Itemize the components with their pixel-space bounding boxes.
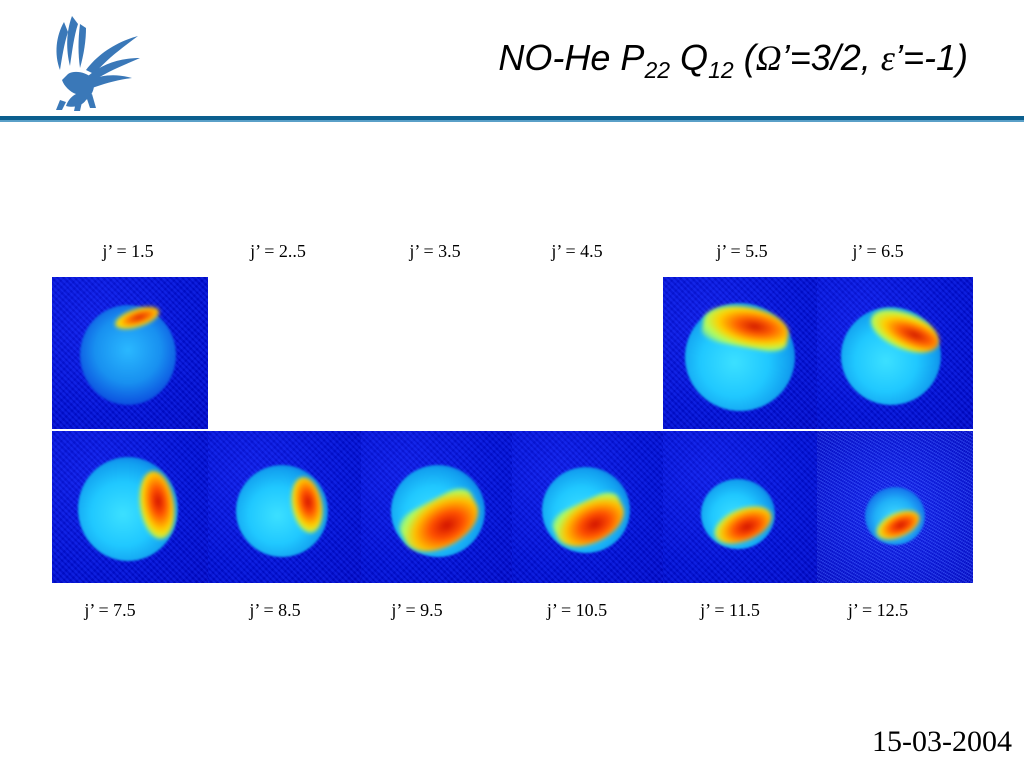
image-j-12-5 xyxy=(817,431,973,583)
image-j-1-5 xyxy=(52,277,208,429)
label-j-9-5: j’ = 9.5 xyxy=(391,600,443,620)
image-j-11-5 xyxy=(663,431,819,583)
label-j-10-5: j’ = 10.5 xyxy=(546,600,608,620)
label-j-12-5: j’ = 12.5 xyxy=(847,600,909,620)
image-j-6-5 xyxy=(817,277,973,429)
label-j-2-5: j’ = 2..5 xyxy=(250,241,306,261)
image-j-9-5 xyxy=(361,431,517,583)
label-j-1-5: j’ = 1.5 xyxy=(102,241,154,261)
label-j-5-5: j’ = 5.5 xyxy=(716,241,768,261)
label-j-6-5: j’ = 6.5 xyxy=(852,241,904,261)
label-j-3-5: j’ = 3.5 xyxy=(409,241,461,261)
label-j-8-5: j’ = 8.5 xyxy=(249,600,301,620)
image-j-5-5 xyxy=(663,277,819,429)
slide-title: NO-He P22 Q12 (Ω’=3/2, ε’=-1) xyxy=(498,37,968,83)
header-rule-accent xyxy=(0,120,1024,122)
image-j-8-5 xyxy=(208,431,364,583)
label-j-4-5: j’ = 4.5 xyxy=(551,241,603,261)
slide-date: 15-03-2004 xyxy=(872,725,1012,758)
university-griffin-logo xyxy=(56,16,140,111)
header-rule xyxy=(0,116,1024,120)
image-j-10-5 xyxy=(512,431,668,583)
label-j-11-5: j’ = 11.5 xyxy=(700,600,760,620)
label-j-7-5: j’ = 7.5 xyxy=(84,600,136,620)
image-j-7-5 xyxy=(52,431,208,583)
